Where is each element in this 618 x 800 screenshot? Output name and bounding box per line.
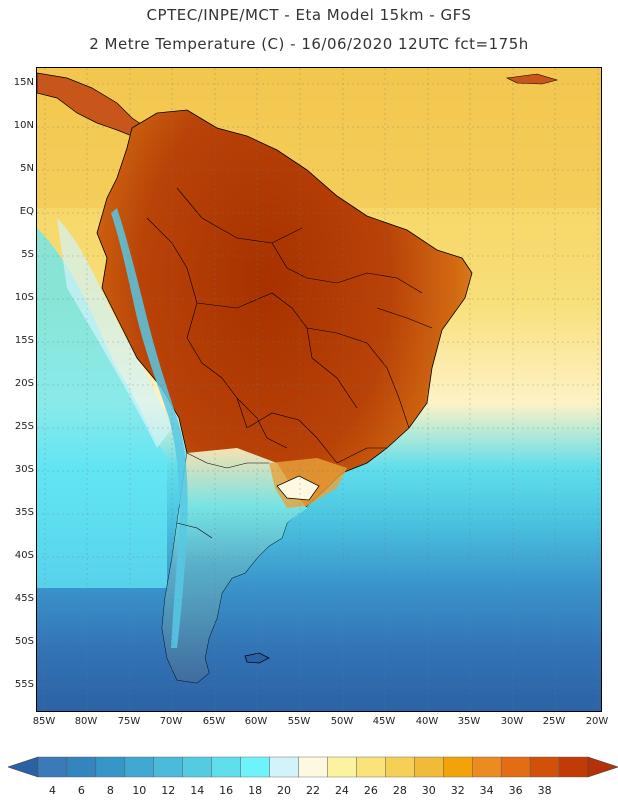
lat-label: 25S	[14, 421, 34, 432]
map-canvas	[37, 68, 601, 711]
colorbar-swatch	[182, 756, 212, 778]
lon-label: 65W	[202, 716, 226, 727]
colorbar-tick-label: 32	[450, 784, 465, 797]
lon-label: 45W	[372, 716, 396, 727]
lon-label: 85W	[32, 716, 56, 727]
caribbean-islands	[505, 73, 559, 85]
lat-label: EQ	[19, 206, 34, 217]
colorbar-swatch	[66, 756, 97, 778]
colorbar-tick-label: 8	[106, 784, 114, 797]
lon-label: 70W	[159, 716, 183, 727]
country-borders	[146, 187, 433, 539]
lat-label: 55S	[14, 679, 34, 690]
colorbar-swatch	[298, 756, 328, 778]
colorbar-tick-label: 38	[537, 784, 552, 797]
colorbar-tick-label: 36	[508, 784, 523, 797]
colorbar-swatch	[472, 756, 502, 778]
lat-label: 5S	[21, 249, 34, 260]
colorbar-swatch	[153, 756, 183, 778]
colorbar-swatch	[240, 756, 270, 778]
colorbar-swatch	[443, 756, 473, 778]
map-title-line-2: 2 Metre Temperature (C) - 16/06/2020 12U…	[89, 35, 529, 53]
lat-label: 5N	[20, 163, 34, 174]
lat-label: 30S	[14, 464, 34, 475]
map-title-line-1: CPTEC/INPE/MCT - Eta Model 15km - GFS	[146, 6, 472, 24]
lon-label: 55W	[287, 716, 311, 727]
southern-cone	[162, 448, 307, 683]
graticule	[37, 68, 601, 711]
lat-label: 50S	[14, 636, 34, 647]
lon-label: 60W	[244, 716, 268, 727]
lat-label: 35S	[14, 507, 34, 518]
lon-label: 25W	[542, 716, 566, 727]
colorbar-tick-label: 10	[132, 784, 147, 797]
colorbar-swatch	[37, 756, 68, 778]
lat-label: 15S	[14, 335, 34, 346]
colorbar-swatch	[327, 756, 357, 778]
lon-label: 50W	[330, 716, 354, 727]
pacific-light-band	[57, 218, 172, 448]
lon-label: 35W	[457, 716, 481, 727]
rio-de-la-plata	[276, 475, 320, 501]
colorbar-swatch	[500, 756, 531, 778]
colorbar-low-arrow	[8, 756, 39, 778]
colorbar-tick-label: 14	[190, 784, 205, 797]
colorbar-swatch	[558, 756, 589, 778]
colorbar-tick-label: 26	[363, 784, 378, 797]
colorbar-tick-label: 30	[421, 784, 436, 797]
lat-label: 45S	[14, 593, 34, 604]
colorbar-tick-label: 18	[248, 784, 263, 797]
colorbar-swatch	[211, 756, 241, 778]
lon-label: 40W	[415, 716, 439, 727]
lat-label: 20S	[14, 378, 34, 389]
lat-label: 15N	[13, 77, 34, 88]
colorbar-high-arrow	[587, 756, 618, 778]
lon-label: 30W	[500, 716, 524, 727]
colorbar-swatch	[414, 756, 444, 778]
colorbar-swatch	[385, 756, 415, 778]
colorbar-tick-label: 6	[77, 784, 85, 797]
colorbar-swatch	[529, 756, 560, 778]
colorbar-swatch	[356, 756, 386, 778]
temperature-map	[36, 67, 602, 712]
lon-label: 75W	[117, 716, 141, 727]
colorbar-tick-label: 28	[392, 784, 407, 797]
lat-label: 10N	[13, 120, 34, 131]
colorbar-tick-label: 22	[306, 784, 320, 797]
lat-label: 40S	[14, 550, 34, 561]
colorbar-tick-label: 4	[48, 784, 56, 797]
colorbar-tick-label: 12	[161, 784, 176, 797]
colorbar-swatch	[269, 756, 299, 778]
colorbar-tick-label: 16	[219, 784, 234, 797]
colorbar-tick-label: 34	[479, 784, 494, 797]
colorbar-swatch	[95, 756, 126, 778]
lat-label: 10S	[14, 292, 34, 303]
lon-label: 20W	[585, 716, 609, 727]
colorbar-tick-label: 20	[277, 784, 292, 797]
lon-label: 80W	[74, 716, 98, 727]
pacific-cold-current	[37, 228, 167, 588]
colorbar-swatch	[124, 756, 154, 778]
colorbar-tick-label: 24	[334, 784, 349, 797]
temperature-colorbar	[8, 756, 618, 778]
